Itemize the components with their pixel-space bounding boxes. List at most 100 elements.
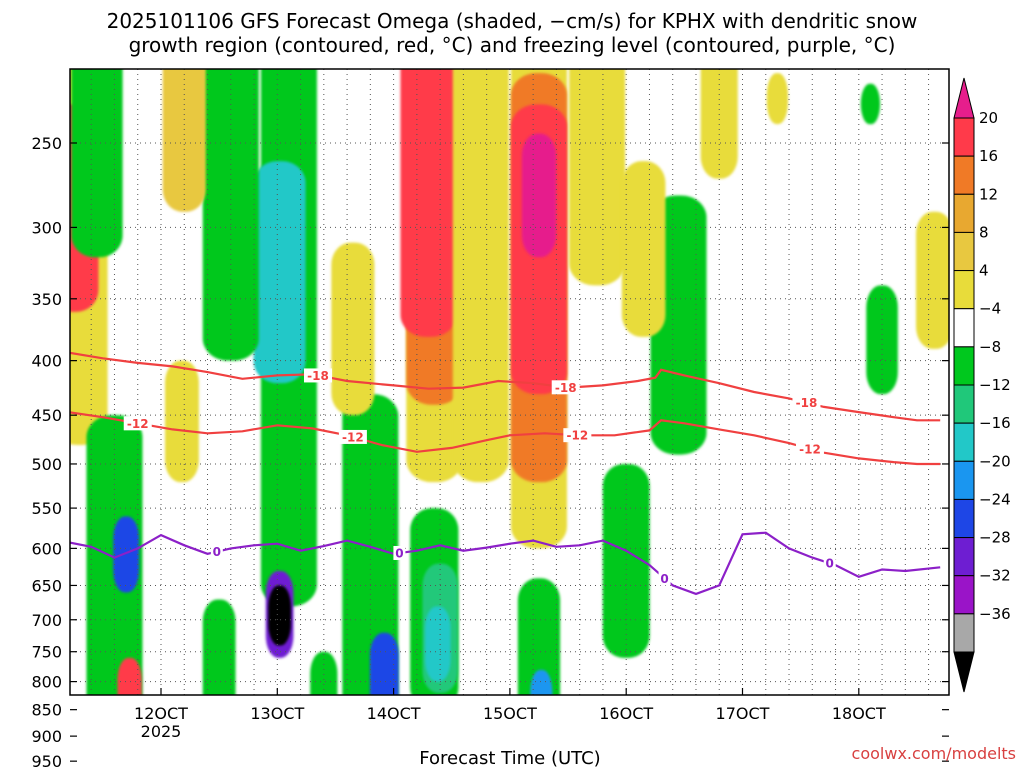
- x-tick-label: 13OCT: [250, 704, 304, 723]
- contour-label: -12: [342, 430, 364, 444]
- x-tick-label: 18OCT: [832, 704, 886, 723]
- y-tick-label: 400: [31, 352, 62, 371]
- x-tick-label: 12OCT: [134, 704, 188, 723]
- colorbar-swatch: [953, 346, 975, 386]
- contour-label-bg: [393, 545, 406, 560]
- colorbar-swatch: [953, 460, 975, 500]
- contour-label-bg: [210, 544, 223, 559]
- chart-title-line1: 2025101106 GFS Forecast Omega (shaded, −…: [107, 9, 918, 33]
- omega-shaded-region: [517, 578, 561, 695]
- y-tick-label: 650: [31, 576, 62, 595]
- x-tick-label: 14OCT: [367, 704, 421, 723]
- contour-label-bg: [304, 368, 333, 383]
- colorbar-swatch: [953, 155, 975, 195]
- colorbar-swatch: [953, 384, 975, 424]
- contour-label-bg: [338, 429, 367, 444]
- omega-shaded-region: [253, 161, 306, 384]
- colorbar-label: −4: [979, 300, 1001, 318]
- omega-shaded-region: [71, 69, 123, 258]
- contour-label: 0: [395, 546, 403, 560]
- colorbar-swatch: [953, 308, 975, 348]
- omega-shaded-region: [331, 242, 375, 416]
- colorbar-label: 8: [979, 223, 989, 241]
- colorbar-swatch: [953, 537, 975, 577]
- x-tick-sublabel: 2025: [141, 722, 182, 741]
- colorbar-label: −36: [979, 605, 1011, 623]
- x-tick-label: 17OCT: [716, 704, 770, 723]
- contour-label: -18: [307, 369, 329, 383]
- colorbar-label: −28: [979, 529, 1011, 547]
- colorbar-swatch: [953, 575, 975, 615]
- contour-label: 0: [660, 572, 668, 586]
- colorbar-label: −32: [979, 567, 1011, 585]
- omega-shaded-region: [202, 69, 259, 361]
- contour-label: -12: [799, 442, 821, 456]
- contour-label-bg: [658, 571, 671, 586]
- y-tick-label: 850: [31, 701, 62, 720]
- contour-label: 0: [826, 557, 834, 571]
- x-tick-label: 16OCT: [599, 704, 653, 723]
- colorbar-label: −24: [979, 490, 1011, 508]
- credit-link[interactable]: coolwx.com/modelts: [852, 744, 1016, 763]
- omega-shaded-region: [700, 69, 738, 179]
- colorbar-bottom-arrow: [953, 651, 975, 693]
- y-tick-label: 900: [31, 727, 62, 746]
- omega-shaded-region: [268, 585, 292, 646]
- x-axis-label: Forecast Time (UTC): [419, 748, 600, 768]
- colorbar-swatch: [953, 422, 975, 462]
- plot-content: -18 -18 -18 -12 -12 -12 -12 0 0 0 0: [70, 69, 949, 695]
- y-tick-label: 550: [31, 499, 62, 518]
- contour-label-bg: [795, 441, 824, 456]
- contour-layer: -18 -18 -18 -12 -12 -12 -12 0 0 0 0: [70, 351, 941, 596]
- y-tick-label: 450: [31, 406, 62, 425]
- contour-label-bg: [551, 380, 580, 395]
- contour-label-bg: [123, 416, 152, 431]
- colorbar-swatch: [953, 117, 975, 157]
- colorbar-label: 12: [979, 185, 998, 203]
- y-tick-label: 600: [31, 539, 62, 558]
- omega-shaded-region: [162, 69, 206, 212]
- y-tick-label: 800: [31, 673, 62, 692]
- colorbar-swatch: [953, 270, 975, 310]
- omega-shaded-region: [452, 69, 509, 483]
- contour-label: -12: [567, 429, 589, 443]
- y-tick-label: 950: [31, 752, 62, 768]
- omega-shaded-region: [860, 83, 881, 125]
- colorbar-top-arrow: [953, 77, 975, 119]
- omega-shaded-region: [425, 606, 451, 682]
- contour-label: -18: [796, 396, 818, 410]
- x-tick-label: 15OCT: [483, 704, 537, 723]
- y-tick-label: 750: [31, 643, 62, 662]
- chart-title-line2: growth region (contoured, red, °C) and f…: [129, 33, 896, 57]
- y-tick-label: 500: [31, 455, 62, 474]
- axis-layer: 250 300 350 400 450 500 550 600 650 700 750 800 850 9…: [31, 134, 949, 768]
- colorbar-label: −20: [979, 452, 1011, 470]
- omega-shaded-region: [569, 69, 626, 286]
- colorbar-label: 20: [979, 109, 998, 127]
- omega-shaded-region: [369, 632, 399, 695]
- contour-label-bg: [792, 395, 821, 410]
- colorbar: 20 16 12 8 4 −4 −8 −12 −16 −20 −24 −28 −32 −36: [953, 77, 1011, 693]
- omega-shaded-region: [310, 651, 338, 695]
- colorbar-swatch: [953, 613, 975, 653]
- omega-shaded-region: [916, 211, 949, 349]
- omega-shaded-region: [113, 516, 139, 593]
- y-tick-label: 700: [31, 611, 62, 630]
- omega-shaded-region: [117, 657, 142, 695]
- colorbar-label: −8: [979, 338, 1001, 356]
- omega-shaded-region: [602, 463, 650, 658]
- omega-shaded-region: [202, 599, 236, 695]
- colorbar-swatch: [953, 193, 975, 233]
- y-tick-label: 300: [31, 218, 62, 237]
- omega-shaded-region: [521, 133, 557, 258]
- colorbar-swatch: [953, 498, 975, 539]
- contour-label: -18: [555, 381, 577, 395]
- omega-shaded-region: [400, 69, 457, 337]
- contour-label: 0: [213, 545, 221, 559]
- colorbar-swatch: [953, 231, 975, 272]
- contour-label-bg: [823, 556, 836, 571]
- colorbar-label: 16: [979, 147, 998, 165]
- colorbar-label: −16: [979, 414, 1011, 432]
- omega-shaded-region: [766, 73, 788, 125]
